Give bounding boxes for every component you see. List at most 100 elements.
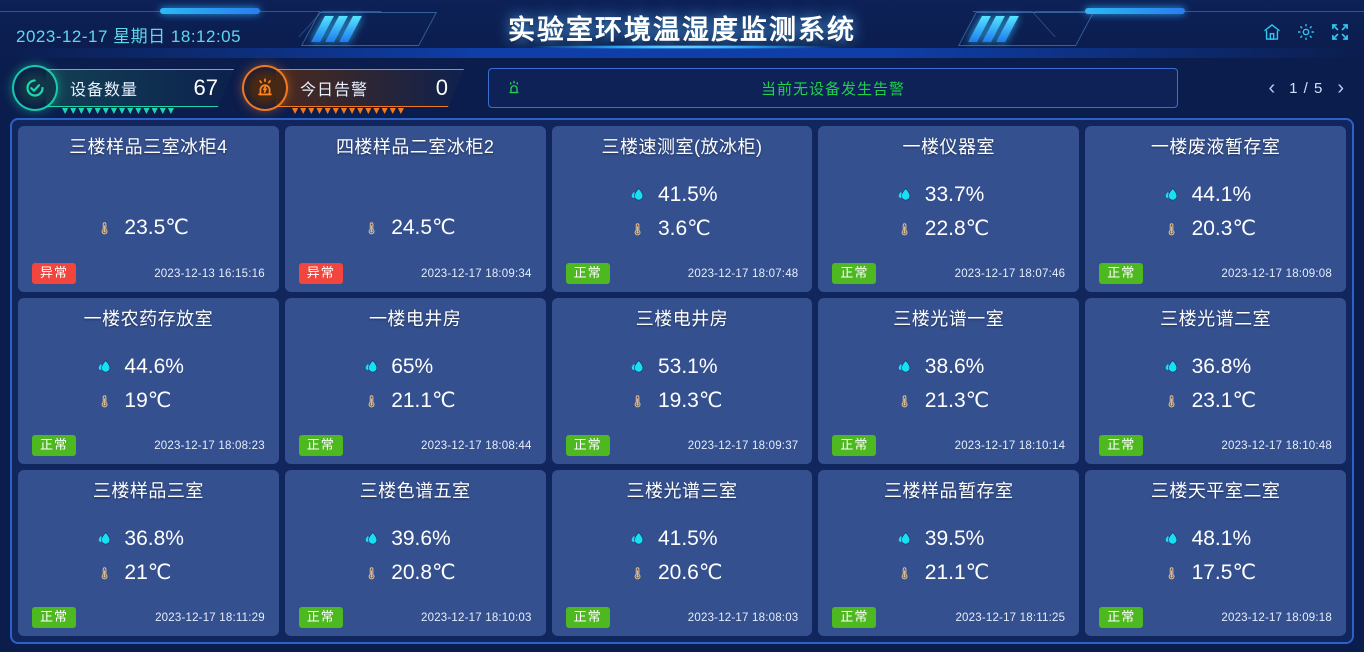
status-badge: 正常: [832, 607, 877, 628]
sensor-card-footer: 正常 2023-12-17 18:08:44: [295, 435, 536, 456]
temperature-reading: 21.1℃: [828, 560, 1069, 585]
temperature-reading: 19℃: [28, 388, 269, 413]
bell-icon: [505, 78, 523, 98]
sensor-card-footer: 异常 2023-12-17 18:09:34: [295, 263, 536, 284]
stat-today-alarm-label: 今日告警: [300, 82, 369, 99]
status-badge: 正常: [832, 435, 877, 456]
reading-timestamp: 2023-12-17 18:09:18: [1221, 611, 1332, 624]
sensor-card-name: 一楼废液暂存室: [1150, 137, 1281, 157]
temperature-reading: 24.5℃: [295, 215, 536, 240]
sensor-card[interactable]: 三楼样品暂存室 39.5%: [818, 470, 1080, 636]
reading-timestamp: 2023-12-17 18:10:14: [954, 439, 1066, 452]
sensor-card[interactable]: 四楼样品二室冰柜2: [284, 126, 546, 292]
sensor-card-footer: 正常 2023-12-17 18:07:46: [828, 263, 1069, 284]
sensor-card-name: 一楼电井房: [368, 309, 462, 329]
temperature-value: 20.6℃: [657, 561, 723, 585]
temperature-value: 23.1℃: [1191, 389, 1257, 413]
sensor-card[interactable]: 三楼天平室二室 48.1%: [1085, 470, 1346, 636]
sensor-card[interactable]: 三楼光谱三室 41.5%: [551, 470, 813, 636]
thermometer-icon: [628, 390, 648, 412]
sensor-card[interactable]: 三楼样品三室 36.8%: [18, 470, 279, 636]
reading-timestamp: 2023-12-13 16:15:16: [154, 267, 265, 280]
sensor-card[interactable]: 一楼农药存放室 44.6%: [18, 298, 279, 464]
sensor-card[interactable]: 三楼色谱五室 39.6%: [284, 470, 546, 636]
fullscreen-icon[interactable]: [1330, 22, 1350, 42]
humidity-droplet-icon: [94, 356, 114, 378]
sensor-card-readings: 39.5% 21.1℃: [828, 505, 1069, 607]
sensor-card-readings: 33.7% 22.8℃: [828, 161, 1069, 263]
stat-today-alarm-value: 0: [435, 75, 448, 100]
sensor-card[interactable]: 三楼光谱二室 36.8%: [1085, 298, 1346, 464]
sensor-card-readings: 36.8% 23.1℃: [1095, 333, 1336, 435]
thermometer-icon: [361, 217, 381, 239]
sensor-card[interactable]: 一楼仪器室 33.7%: [818, 126, 1080, 292]
sensor-card[interactable]: 三楼样品三室冰柜4: [18, 126, 279, 292]
thermometer-icon: [1162, 218, 1182, 240]
reading-timestamp: 2023-12-17 18:07:48: [687, 267, 799, 280]
temperature-value: 17.5℃: [1191, 561, 1257, 585]
temperature-value: 19℃: [124, 389, 172, 413]
sensor-card[interactable]: 一楼废液暂存室 44.1%: [1085, 126, 1346, 292]
sensor-card-name: 一楼农药存放室: [83, 309, 214, 329]
temperature-value: 21.1℃: [924, 561, 990, 585]
humidity-value: 38.6%: [924, 355, 985, 379]
temperature-value: 24.5℃: [391, 216, 456, 240]
pagination-prev-icon[interactable]: ‹: [1268, 77, 1276, 99]
reading-timestamp: 2023-12-17 18:08:23: [154, 439, 265, 452]
sensor-card-footer: 正常 2023-12-17 18:10:48: [1095, 435, 1336, 456]
sensor-card[interactable]: 三楼速测室(放冰柜) 41.5%: [551, 126, 813, 292]
thermometer-icon: [361, 390, 381, 412]
gear-icon[interactable]: [1296, 22, 1316, 42]
sensor-card-readings: 48.1% 17.5℃: [1095, 505, 1336, 607]
thermometer-icon: [628, 218, 648, 240]
sensor-card-footer: 正常 2023-12-17 18:08:03: [562, 607, 803, 628]
alert-banner[interactable]: 当前无设备发生告警: [488, 68, 1178, 108]
reading-timestamp: 2023-12-17 18:07:46: [954, 267, 1066, 280]
temperature-reading: 17.5℃: [1095, 560, 1336, 585]
title-glow: [532, 45, 832, 49]
header-datetime: 2023-12-17 星期日 18:12:05: [16, 27, 242, 46]
home-icon[interactable]: [1262, 22, 1282, 42]
stat-device-count[interactable]: 设备数量 67: [14, 67, 234, 114]
pagination-indicator: 1 / 5: [1289, 79, 1324, 97]
status-badge: 正常: [32, 435, 77, 456]
status-badge: 正常: [298, 435, 343, 456]
thermometer-icon: [361, 562, 381, 584]
temperature-value: 20.8℃: [391, 561, 456, 585]
humidity-reading: 38.6%: [828, 355, 1069, 379]
thermometer-icon: [94, 217, 114, 239]
humidity-value: 44.1%: [1191, 183, 1252, 207]
sensor-card[interactable]: 一楼电井房 65%: [284, 298, 546, 464]
sensor-card-readings: 44.1% 20.3℃: [1095, 161, 1336, 263]
humidity-value: 41.5%: [657, 183, 718, 207]
humidity-value: 36.8%: [1191, 355, 1252, 379]
stat-device-count-teeth: [62, 108, 174, 114]
humidity-reading: 44.6%: [28, 355, 269, 379]
temperature-reading: 20.8℃: [295, 560, 536, 585]
header-accent-bar-right: [1085, 8, 1185, 14]
humidity-droplet-icon: [1162, 356, 1182, 378]
sensor-card[interactable]: 三楼电井房 53.1%: [551, 298, 813, 464]
sensor-card[interactable]: 三楼光谱一室 38.6%: [818, 298, 1080, 464]
humidity-droplet-icon: [895, 356, 915, 378]
temperature-value: 19.3℃: [657, 389, 723, 413]
sensor-card-readings: 36.8% 21℃: [28, 505, 269, 607]
temperature-value: 3.6℃: [657, 217, 711, 241]
sensor-card-name: 三楼速测室(放冰柜): [601, 137, 763, 157]
header-actions: [1262, 22, 1350, 42]
sensor-card-footer: 正常 2023-12-17 18:10:14: [828, 435, 1069, 456]
sensor-card-readings: 53.1% 19.3℃: [562, 333, 803, 435]
sensor-panel: 三楼样品三室冰柜4: [10, 118, 1354, 644]
sensor-card-footer: 正常 2023-12-17 18:11:25: [828, 607, 1069, 628]
humidity-reading: 36.8%: [1095, 355, 1336, 379]
reading-timestamp: 2023-12-17 18:09:37: [687, 439, 799, 452]
thermometer-icon: [895, 390, 915, 412]
humidity-droplet-icon: [361, 528, 381, 550]
temperature-reading: 23.5℃: [28, 215, 269, 240]
temperature-reading: 20.3℃: [1095, 216, 1336, 241]
humidity-value: 39.6%: [391, 527, 451, 551]
humidity-reading: 39.5%: [828, 527, 1069, 551]
stat-today-alarm[interactable]: 今日告警 0: [244, 67, 464, 114]
pagination-next-icon[interactable]: ›: [1337, 77, 1344, 99]
alarm-light-icon: [244, 67, 286, 109]
